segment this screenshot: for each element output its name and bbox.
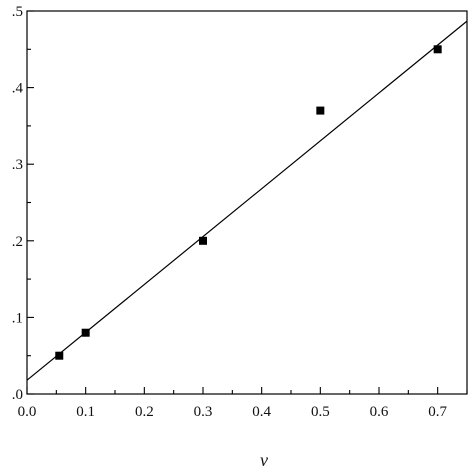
y-tick-label: .0 [12, 387, 23, 403]
x-tick-label: 0.5 [311, 404, 330, 420]
data-point [199, 236, 207, 245]
fit-line-group [26, 20, 468, 381]
y-tick-label: .4 [12, 81, 24, 97]
y-tick-label: .3 [12, 157, 23, 173]
data-points [55, 45, 442, 360]
x-tick-label: 0.1 [76, 404, 95, 420]
x-tick-label: 0.6 [370, 404, 389, 420]
fit-line [26, 20, 468, 381]
tick-labels: 0.0 0.1 0.2 0.3 0.4 0.5 0.6 0.7 .0 .1 .2 .3 .4 .5 [12, 4, 448, 420]
plot-frame [26, 10, 468, 395]
y-tick-label: .2 [12, 234, 23, 250]
axis-ticks [26, 10, 468, 395]
y-tick-label: .1 [12, 310, 23, 326]
x-tick-label: 0.0 [18, 404, 37, 420]
x-tick-label: 0.3 [194, 404, 213, 420]
x-tick-label: 0.4 [252, 404, 271, 420]
x-axis-title: ν [260, 450, 268, 470]
data-point [55, 351, 64, 360]
x-tick-label: 0.2 [135, 404, 154, 420]
data-point [433, 45, 442, 54]
x-tick-label: 0.7 [428, 404, 447, 420]
data-point [316, 106, 325, 115]
y-tick-label: .5 [12, 4, 23, 20]
data-point [81, 328, 90, 337]
